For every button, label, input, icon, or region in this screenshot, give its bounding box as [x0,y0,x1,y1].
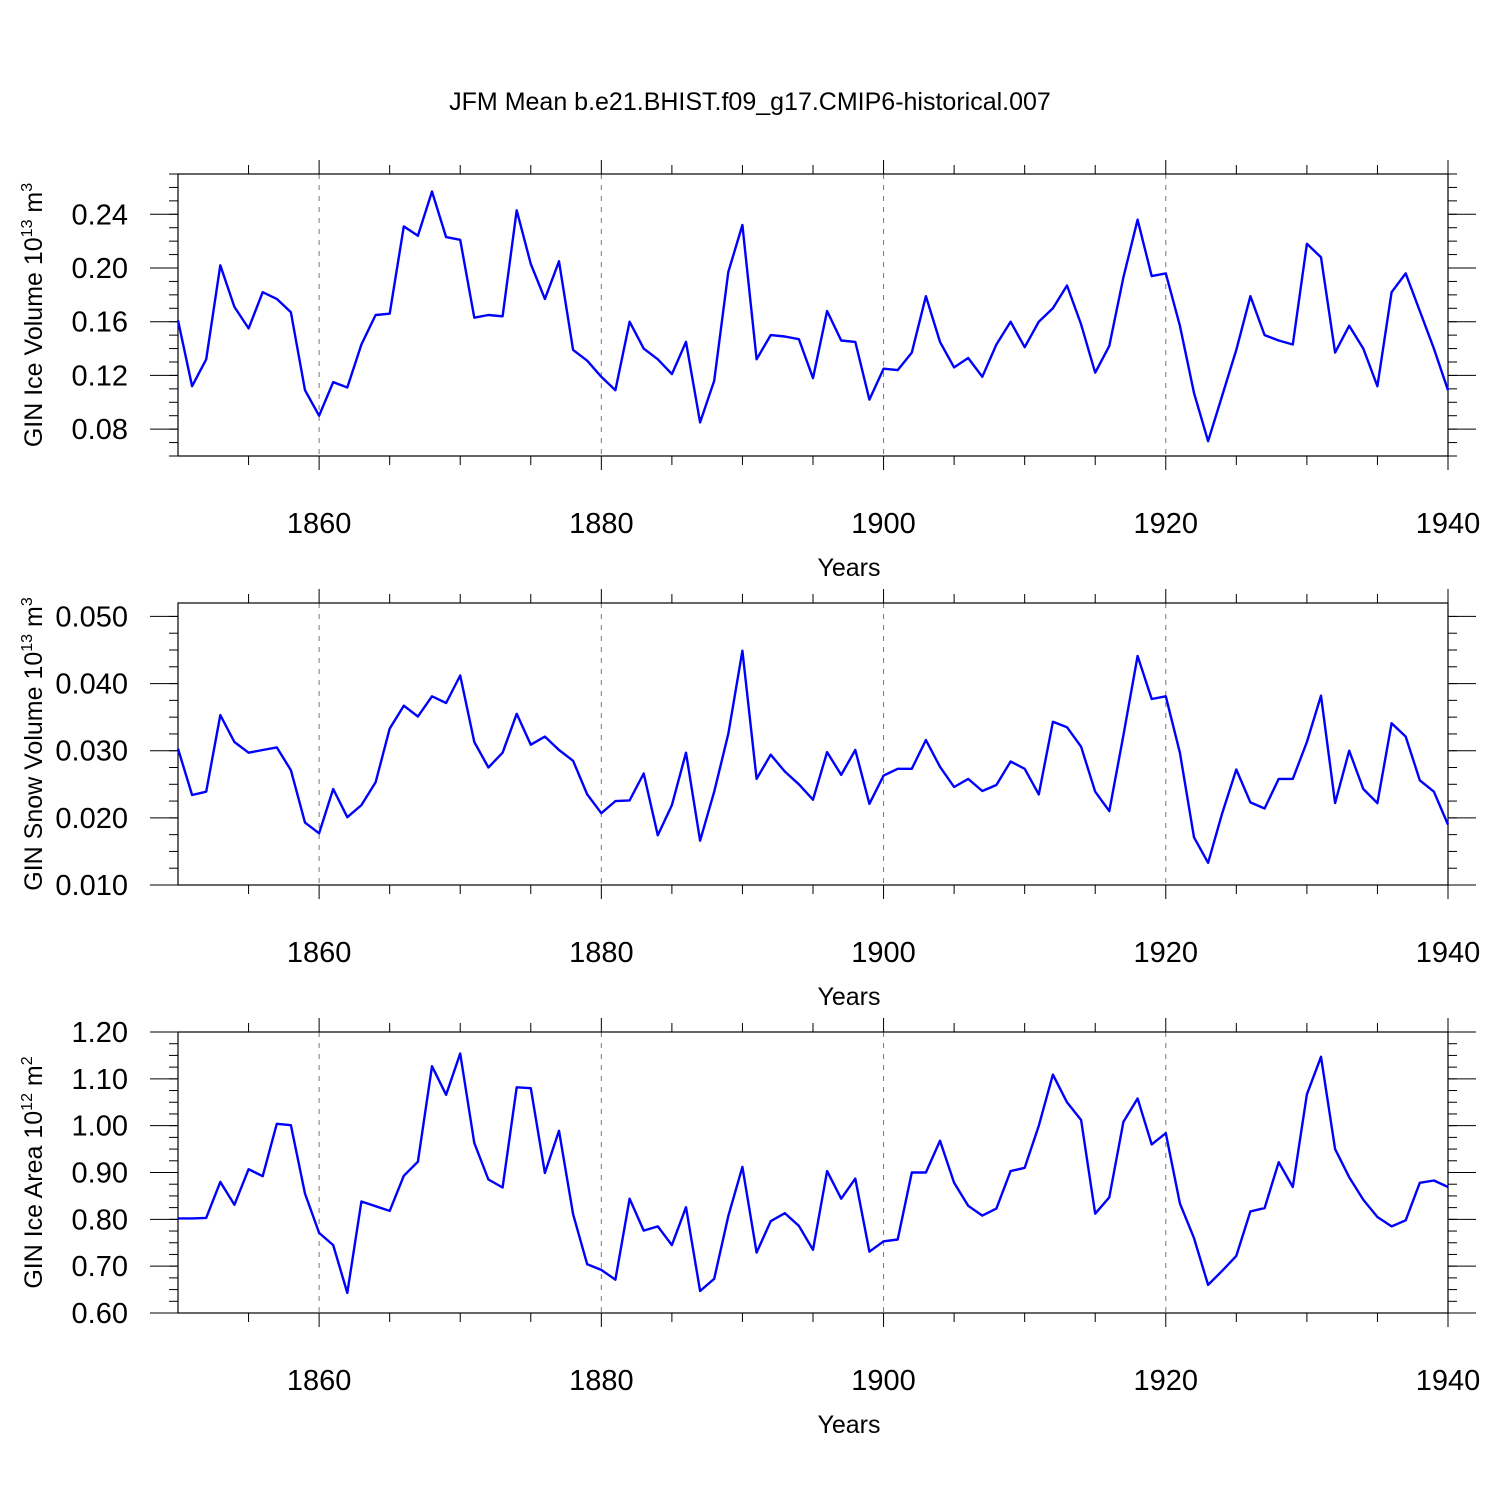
chart-panel-2: 1860 1880 1900 1920 1940 0.010 0.020 0.030 0.040… [19,589,1480,1011]
x-tick-label: 1880 [569,508,634,540]
y-tick-label: 0.16 [72,307,128,339]
x-tick-label: 1860 [287,937,352,969]
x-tick-label: 1900 [851,937,916,969]
x-tick-label: 1900 [851,508,916,540]
x-tick-label: 1880 [569,937,634,969]
x-tick-label: 1880 [569,1365,634,1397]
y-tick-label: 0.010 [55,870,128,902]
series-line-gin-ice-area [178,1052,1449,1295]
y-tick-label: 0.24 [72,199,128,231]
y-tick-label: 1.10 [72,1064,128,1096]
y-tick-label: 0.030 [55,736,128,768]
x-axis-title: Years [817,554,880,582]
y-tick-label: 0.60 [72,1298,128,1330]
x-tick-label: 1940 [1416,508,1481,540]
x-tick-label: 1920 [1134,1365,1199,1397]
y-tick-label: 0.20 [72,253,128,285]
y-tick-label: 0.12 [72,360,128,392]
x-tick-label: 1940 [1416,1365,1481,1397]
chart-panel-1: 1860 1880 1900 1920 1940 0.08 0.12 0.16 0.20 0.24… [19,160,1480,582]
plot-frame [177,1031,1449,1314]
y-tick-label: 1.20 [72,1017,128,1049]
x-tick-label: 1920 [1134,937,1199,969]
chart-panel-3: 1860 1880 1900 1920 1940 0.60 0.70 0.80 0.90 1.00… [19,1017,1480,1439]
y-tick-label: 0.90 [72,1158,128,1190]
y-axis-title: GIN Snow Volume 1013 m3 [19,597,48,891]
x-tick-label: 1860 [287,508,352,540]
x-tick-label: 1920 [1134,508,1199,540]
x-axis-title: Years [817,983,880,1011]
y-tick-label: 0.80 [72,1204,128,1236]
x-axis-title: Years [817,1411,880,1439]
y-tick-label: 0.040 [55,669,128,701]
plot-frame [177,602,1449,886]
x-tick-label: 1860 [287,1365,352,1397]
x-tick-label: 1900 [851,1365,916,1397]
y-tick-label: 0.020 [55,803,128,835]
series-line-gin-ice-volume [176,190,1450,443]
x-tick-label: 1940 [1416,937,1481,969]
y-tick-label: 0.08 [72,414,128,446]
y-axis-title: GIN Ice Volume 1013 m3 [19,183,48,447]
main-title: JFM Mean b.e21.BHIST.f09_g17.CMIP6-histo… [449,88,1051,116]
y-tick-label: 0.70 [72,1251,128,1283]
y-axis-title: GIN Ice Area 1012 m2 [19,1056,48,1288]
series-line-gin-snow-volume [176,649,1450,864]
y-tick-label: 0.050 [55,601,128,633]
panels: 1860 1880 1900 1920 1940 0.08 0.12 0.16 0.20 0.24… [19,160,1480,1439]
y-tick-label: 1.00 [72,1111,128,1143]
